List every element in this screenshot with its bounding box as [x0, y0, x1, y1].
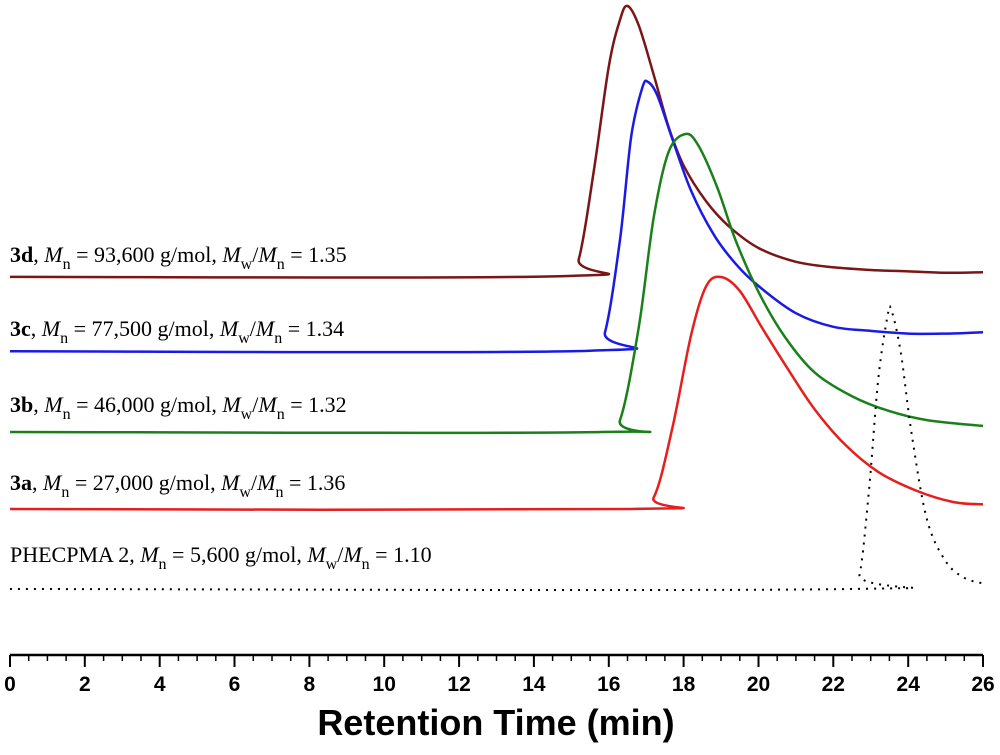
x-tick-label: 14: [522, 673, 546, 696]
trace-3a: [9, 275, 984, 512]
trace-3b: [9, 132, 984, 435]
x-axis-title: Retention Time (min): [317, 702, 674, 743]
x-tick-label: 26: [971, 673, 994, 696]
x-tick-label: 8: [304, 673, 316, 696]
x-tick-label: 16: [597, 673, 620, 696]
x-tick-label: 12: [447, 673, 470, 696]
traces-group: [9, 4, 984, 592]
x-tick-label: 6: [229, 673, 241, 696]
x-tick-label: 22: [822, 673, 845, 696]
x-tick-label: 2: [79, 673, 91, 696]
trace-3d: [9, 4, 984, 279]
x-tick-label: 0: [4, 673, 16, 696]
x-tick-label: 10: [373, 673, 396, 696]
trace-2: [9, 305, 984, 592]
x-tick-label: 18: [672, 673, 696, 696]
label-3c: 3c, Mn = 77,500 g/mol, Mw/Mn = 1.34: [10, 316, 344, 347]
x-axis-ticks: 0 2 4 6 8 10 12 14 16 18 20 22 24 26: [4, 655, 995, 696]
x-tick-label: 24: [897, 673, 921, 696]
label-3b: 3b, Mn = 46,000 g/mol, Mw/Mn = 1.32: [10, 392, 347, 423]
label-3a: 3a, Mn = 27,000 g/mol, Mw/Mn = 1.36: [10, 470, 345, 501]
trace-3c: [9, 79, 984, 354]
x-tick-label: 20: [747, 673, 770, 696]
x-tick-label: 4: [154, 673, 166, 696]
label-phecpma-2: PHECPMA 2, Mn = 5,600 g/mol, Mw/Mn = 1.1…: [10, 542, 432, 573]
label-3d: 3d, Mn = 93,600 g/mol, Mw/Mn = 1.35: [10, 242, 347, 273]
